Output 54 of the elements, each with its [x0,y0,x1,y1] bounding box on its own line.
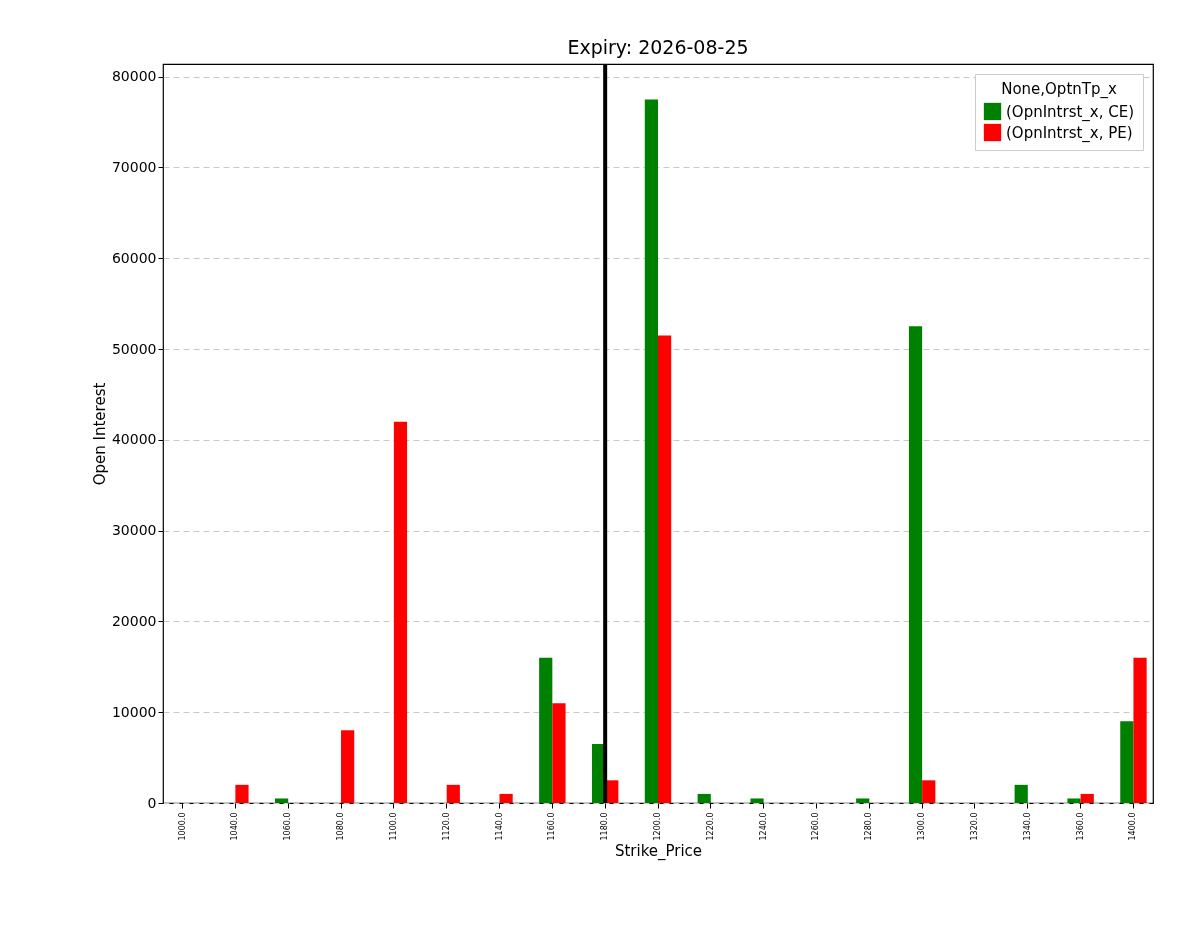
x-tick-label: 1260.0 [811,812,821,841]
y-tick-label: 40000 [111,431,157,448]
x-tick-label: 1000.0 [177,812,187,841]
y-tick-label: 30000 [111,522,157,539]
bar [1080,793,1094,803]
x-tick-label: 1040.0 [230,812,240,841]
bar [1133,657,1147,803]
y-tick-label: 10000 [111,703,157,720]
bar [644,99,658,803]
x-tick-label: 1160.0 [547,812,557,841]
x-tick-label: 1360.0 [1075,812,1085,841]
y-tick-label: 60000 [111,249,157,266]
x-axis-title: Strike_Price [614,842,703,862]
x-tick-label: 1240.0 [758,812,768,841]
legend-label: (OpnIntrst_x, PE) [1006,123,1133,143]
bar [1014,784,1028,803]
bar [908,326,923,803]
bar [750,798,764,803]
x-tick-label: 1280.0 [864,812,874,841]
legend-title: None,OptnTp_x [1001,80,1117,99]
bar [446,784,460,803]
x-tick-label: 1340.0 [1022,812,1032,841]
bar [922,780,936,803]
bar [499,793,513,803]
bar [1120,721,1134,803]
y-tick-label: 20000 [111,612,157,629]
x-tick-label: 1320.0 [969,812,979,841]
x-tick-label: 1200.0 [653,812,662,841]
bar [275,798,289,803]
y-tick-label: 0 [147,794,157,811]
x-tick-label: 1100.0 [388,812,398,841]
bar [856,798,870,803]
bar [697,793,711,803]
y-axis-title: Open Interest [90,382,109,486]
bar [341,730,355,803]
chart-title: Expiry: 2026-08-25 [567,36,749,58]
x-tick-label: 1300.0 [917,812,927,841]
x-tick-label: 1060.0 [283,812,293,841]
x-tick-label: 1180.0 [600,812,610,841]
x-tick-label: 1140.0 [494,812,504,841]
bar [1067,798,1081,803]
bar [235,784,249,803]
y-tick-label: 70000 [111,159,157,175]
y-tick-label: 80000 [111,68,157,85]
x-tick-label: 1120.0 [441,812,451,841]
bar [393,421,408,803]
bar [539,657,553,803]
y-tick-label: 50000 [111,340,157,357]
bar [552,703,566,803]
legend-label: (OpnIntrst_x, CE) [1006,102,1135,122]
bar [658,335,672,803]
x-tick-label: 1080.0 [336,812,346,841]
x-tick-label: 1220.0 [705,812,715,841]
x-tick-label: 1400.0 [1128,812,1138,841]
